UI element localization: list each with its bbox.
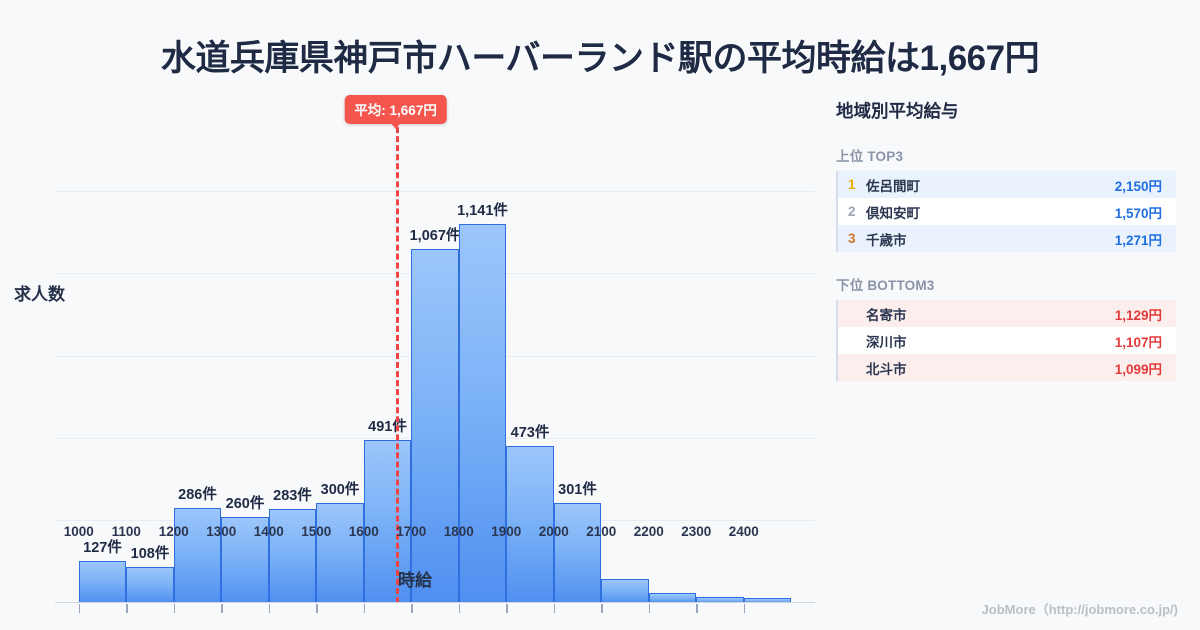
bar: [458, 224, 507, 603]
bar-value-label: 108件: [130, 546, 170, 563]
region-wage-value: 1,129円: [1114, 307, 1162, 323]
bottom3-heading: 下位 BOTTOM3: [836, 278, 935, 293]
bar: [696, 597, 744, 603]
x-tick-label: 2400: [728, 524, 759, 539]
bar-value-label: 491件: [368, 419, 407, 435]
x-tick: [126, 604, 128, 613]
x-tick-label: 2000: [538, 524, 569, 539]
x-axis-ticks: [55, 603, 815, 613]
table-row[interactable]: 3 千歳市 1,271円: [838, 225, 1176, 252]
x-tick-label: 1700: [396, 524, 427, 539]
x-tick: [316, 604, 318, 613]
region-salary-panel: 地域別平均給与 上位 TOP3 1 佐呂間町 2,150円 2 倶知安町 1,570円 3 千…: [836, 98, 1176, 403]
x-tick-label: 1100: [111, 524, 141, 539]
region-name: 深川市: [866, 334, 907, 350]
x-tick-label: 1400: [253, 524, 284, 539]
region-wage-value: 1,271円: [1114, 232, 1162, 248]
bar: [173, 508, 222, 603]
region-wage-value: 1,107円: [1114, 334, 1162, 350]
bar: [316, 503, 364, 603]
bar: [506, 445, 554, 603]
bar: [126, 567, 174, 603]
x-tick: [173, 604, 176, 613]
rank-number: 1: [848, 177, 856, 192]
bar-value-label: 300件: [320, 482, 360, 499]
average-badge: 平均: 1,667円: [344, 95, 447, 129]
top3-table: 1 佐呂間町 2,150円 2 倶知安町 1,570円 3 千歳市 1,271円: [836, 171, 1176, 252]
bar: [78, 560, 127, 603]
y-axis-label: 求人数: [14, 285, 65, 304]
x-tick-label: 1000: [63, 524, 94, 539]
bar: [221, 516, 269, 603]
rank-number: 3: [848, 231, 856, 246]
x-tick-label: 2200: [633, 524, 664, 539]
bar-value-label: 1,067件: [409, 227, 461, 244]
bar: [601, 579, 649, 603]
bar-value-label: 127件: [83, 539, 122, 556]
region-name: 千歳市: [866, 232, 907, 248]
table-row[interactable]: 1 佐呂間町 2,150円: [838, 171, 1176, 198]
footer-credit: JobMore（http://jobmore.co.jp/): [981, 602, 1178, 617]
bar: [743, 597, 792, 603]
table-row[interactable]: 名寄市 1,129円: [838, 300, 1176, 327]
x-tick: [601, 604, 603, 613]
bar: [411, 248, 459, 603]
x-tick-label: 1500: [301, 524, 332, 539]
x-tick-label: 1300: [206, 524, 237, 539]
x-tick: [411, 604, 413, 613]
top3-heading: 上位 TOP3: [836, 149, 904, 164]
gridline: [55, 191, 815, 193]
region-name: 北斗市: [866, 361, 907, 377]
bar-series: 127件 108件 286件 260件 283件 300件 491件 1,067件 1,141件…: [55, 95, 815, 603]
plot-area: 127件 108件 286件 260件 283件 300件 491件 1,067件 1,141件…: [55, 95, 815, 613]
bar-value-label: 473件: [510, 424, 550, 441]
sidebar-title: 地域別平均給与: [836, 101, 959, 121]
histogram-chart: 求人数 127件 108件 286件 260件 283件 300件 491件 1,067件 1,…: [0, 90, 830, 613]
x-tick: [696, 604, 698, 613]
table-row[interactable]: 2 倶知安町 1,570円: [838, 198, 1176, 225]
x-tick: [221, 604, 223, 613]
bar: [648, 593, 697, 603]
bottom3-table: 名寄市 1,129円深川市 1,107円北斗市 1,099円: [836, 300, 1176, 381]
bar-value-label: 286件: [178, 487, 217, 504]
x-tick: [268, 604, 271, 613]
average-line: [395, 100, 399, 603]
page-title: 水道兵庫県神戸市ハーバーランド駅の平均時給は1,667円: [160, 39, 1040, 78]
bar: [363, 440, 412, 603]
x-tick: [743, 604, 746, 613]
x-tick: [648, 604, 651, 613]
region-wage-value: 1,099円: [1114, 361, 1162, 377]
bar-value-label: 1,141件: [457, 203, 508, 220]
table-row[interactable]: 北斗市 1,099円: [838, 354, 1176, 381]
bar: [553, 503, 602, 603]
x-axis-baseline: [55, 601, 815, 603]
x-tick: [553, 604, 556, 613]
x-tick: [78, 604, 81, 613]
x-tick-label: 1600: [348, 524, 379, 539]
bar-value-label: 283件: [273, 488, 312, 505]
x-tick-label: 2300: [681, 524, 712, 539]
region-name: 佐呂間町: [866, 178, 920, 194]
rank-number: 2: [848, 204, 856, 219]
region-name: 名寄市: [866, 307, 907, 323]
bar-value-label: 301件: [558, 482, 597, 499]
x-tick-label: 1200: [158, 524, 189, 539]
table-row[interactable]: 深川市 1,107円: [838, 327, 1176, 354]
bar: [268, 509, 317, 603]
region-wage-value: 1,570円: [1114, 205, 1162, 221]
x-tick: [506, 604, 508, 613]
x-tick: [458, 604, 461, 613]
bar-value-label: 260件: [225, 495, 265, 512]
x-tick-label: 1900: [491, 524, 522, 539]
x-axis-label: 時給: [398, 571, 432, 590]
x-tick: [363, 604, 366, 613]
x-tick-label: 1800: [443, 524, 474, 539]
x-tick-label: 2100: [586, 524, 617, 539]
region-name: 倶知安町: [866, 205, 920, 221]
region-wage-value: 2,150円: [1114, 178, 1162, 194]
